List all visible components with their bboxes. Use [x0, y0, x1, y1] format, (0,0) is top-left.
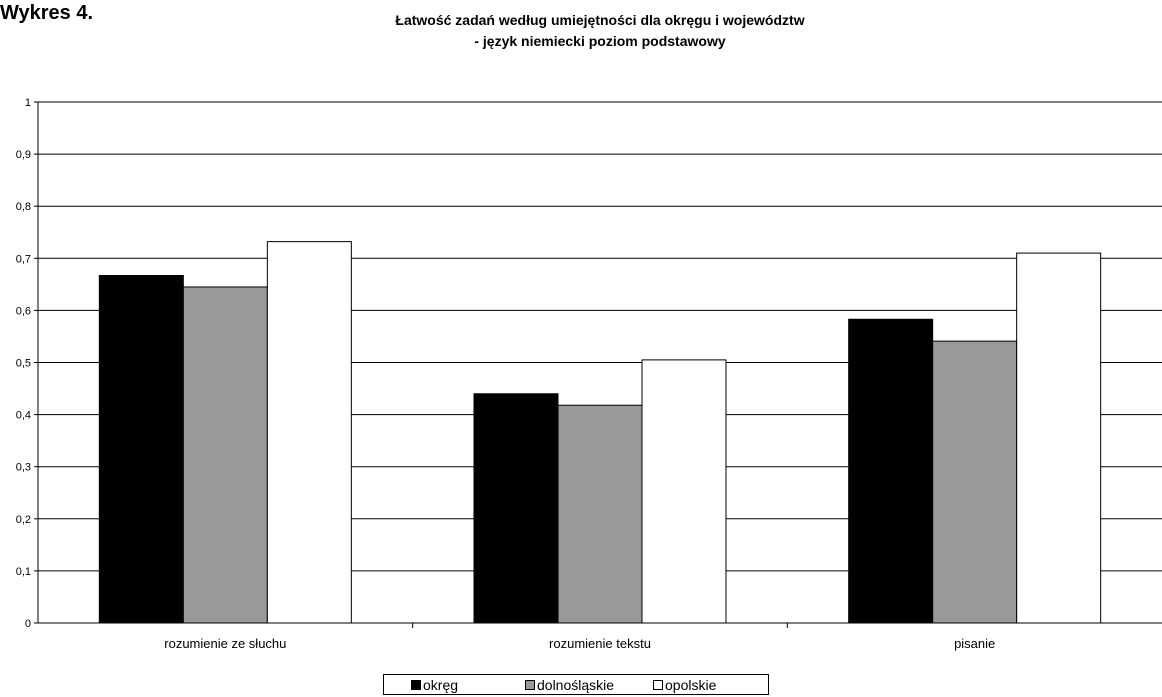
y-tick-label: 0,8	[16, 201, 31, 213]
y-tick-label: 0,6	[16, 305, 31, 317]
legend: okręg dolnośląskie opolskie	[383, 674, 769, 695]
bar-0-1	[182, 286, 268, 624]
y-tick-label: 0,5	[16, 358, 31, 370]
figure-label: Wykres 4.	[0, 2, 94, 24]
legend-label-dolnoslaskie: dolnośląskie	[537, 677, 615, 693]
legend-swatch-opolskie	[653, 680, 663, 690]
y-tick-label: 0,4	[16, 410, 31, 422]
legend-item-dolnoslaskie: dolnośląskie	[525, 677, 614, 693]
y-tick-label: 0,7	[16, 253, 31, 265]
legend-swatch-okreg	[411, 680, 421, 690]
y-tick-label: 0,1	[16, 566, 31, 578]
legend-item-opolskie: opolskie	[653, 677, 716, 693]
bar-2-1	[932, 340, 1018, 624]
bar-2-2	[1016, 252, 1102, 624]
bar-2-0	[848, 318, 934, 624]
chart-title: Łatwość zadań według umiejętności dla ok…	[395, 12, 805, 28]
category-label: rozumienie tekstu	[549, 636, 651, 651]
y-tick-label: 0,3	[16, 462, 31, 474]
legend-label-okreg: okręg	[423, 677, 459, 693]
y-tick-label: 0,9	[16, 149, 31, 161]
legend-item-okreg: okręg	[411, 677, 458, 693]
y-tick-label: 0,2	[16, 514, 31, 526]
bar-0-2	[266, 241, 352, 624]
chart-subtitle: - język niemiecki poziom podstawowy	[474, 33, 726, 49]
category-label: pisanie	[954, 636, 995, 651]
bar-chart: 0 0,1 0,2 0,3 0,4 0,5 0,6 0,7 0,8 0,9 1 rozumienie …	[16, 97, 1162, 651]
y-tick-label: 1	[25, 97, 31, 109]
bar-1-0	[473, 393, 559, 624]
bar-1-1	[557, 404, 643, 624]
bar-0-0	[98, 274, 184, 624]
legend-swatch-dolnoslaskie	[525, 680, 535, 690]
y-tick-label: 0	[25, 618, 31, 630]
bar-1-2	[641, 359, 727, 624]
legend-label-opolskie: opolskie	[665, 677, 717, 693]
category-label: rozumienie ze słuchu	[164, 636, 286, 651]
